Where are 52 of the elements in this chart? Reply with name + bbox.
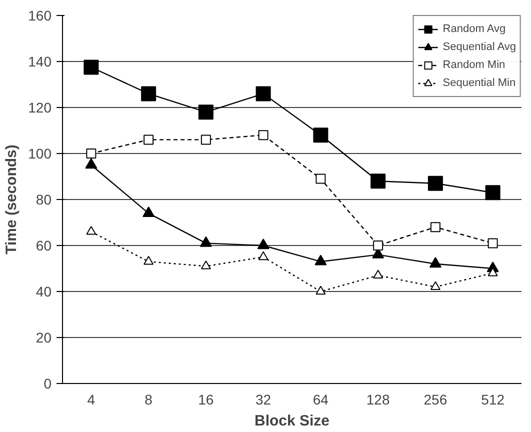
y-tick-label: 0: [44, 376, 52, 392]
point: [257, 238, 270, 250]
point: [144, 256, 154, 265]
y-tick-label: 40: [36, 284, 52, 300]
point: [258, 251, 268, 260]
x-axis-title: Block Size: [254, 412, 330, 430]
point: [198, 104, 214, 120]
point: [316, 174, 326, 184]
point: [370, 174, 386, 189]
legend-label: Sequential Min: [442, 76, 516, 91]
x-tick-label: 64: [312, 392, 329, 408]
point: [485, 185, 500, 200]
x-tick-label: 8: [144, 392, 153, 408]
y-tick-label: 140: [28, 54, 52, 70]
point: [488, 238, 498, 248]
legend-label: Random Avg: [442, 22, 506, 37]
point: [144, 134, 154, 145]
point: [314, 254, 327, 266]
point: [142, 206, 155, 217]
x-tick-label: 128: [366, 392, 390, 408]
point: [141, 86, 156, 102]
point: [313, 128, 328, 143]
x-tick-label: 16: [198, 392, 214, 408]
point: [429, 257, 442, 268]
y-tick-label: 120: [28, 100, 52, 116]
x-tick-label: 256: [424, 392, 448, 408]
point: [430, 281, 440, 290]
y-tick-label: 80: [36, 192, 52, 208]
point: [373, 270, 384, 278]
point: [258, 130, 268, 140]
point: [84, 60, 99, 75]
point: [86, 148, 96, 158]
point: [200, 260, 211, 270]
y-tick-label: 20: [36, 330, 52, 346]
point: [86, 226, 96, 235]
y-tick-label: 100: [28, 146, 52, 162]
x-tick-label: 4: [87, 392, 96, 408]
y-tick-label: 160: [28, 8, 52, 24]
point: [256, 86, 271, 102]
point: [200, 134, 211, 145]
legend-label: Random Min: [442, 58, 506, 73]
point: [430, 222, 440, 232]
point: [200, 236, 212, 247]
x-tick-label: 512: [481, 392, 505, 408]
point: [85, 158, 98, 169]
legend-label: Sequential Avg: [442, 40, 516, 55]
y-axis-title: Time (seconds): [3, 144, 20, 254]
x-tick-label: 32: [256, 392, 272, 408]
point: [373, 240, 384, 250]
point: [428, 176, 443, 191]
point: [316, 286, 326, 295]
y-tick-label: 60: [36, 238, 52, 254]
